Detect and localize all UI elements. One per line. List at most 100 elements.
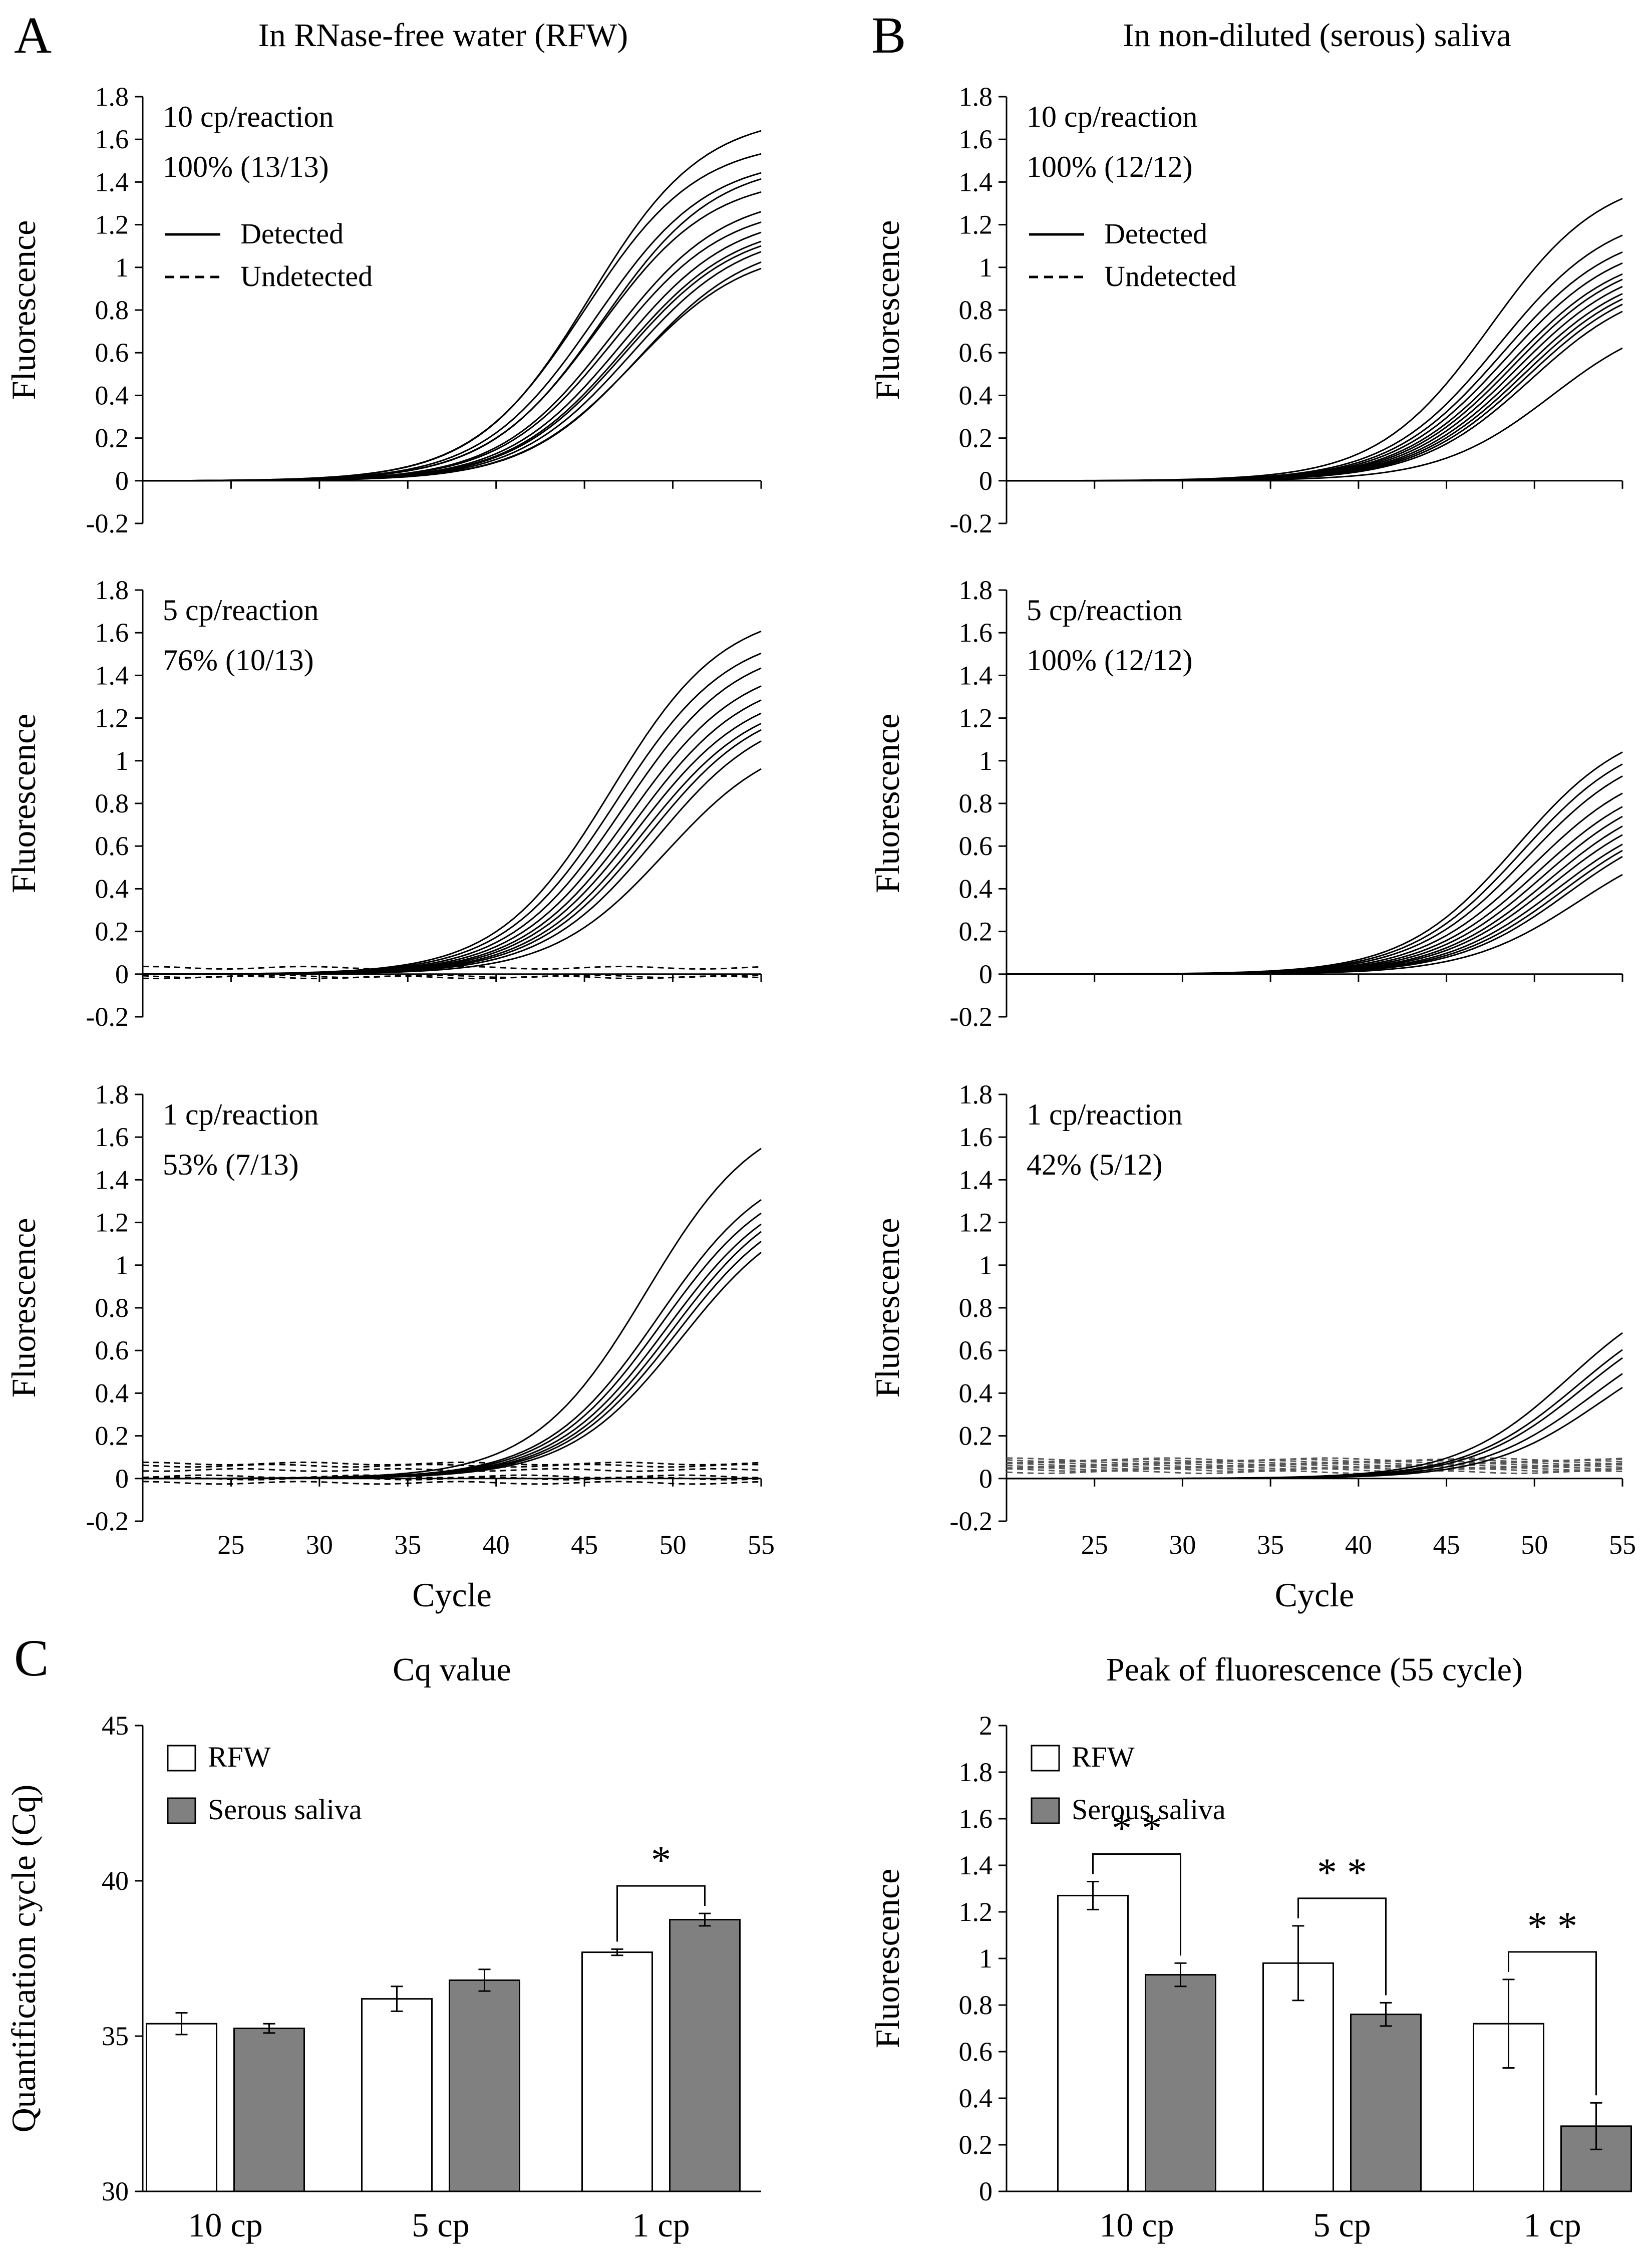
detected-curve xyxy=(1007,1332,1623,1480)
x-tick-label: 25 xyxy=(1081,1530,1108,1560)
detected-curve xyxy=(143,685,762,975)
y-tick-label: 1.8 xyxy=(959,1079,993,1109)
y-axis-title: Fluorescence xyxy=(868,1218,906,1398)
y-tick-label: 0.8 xyxy=(95,788,129,818)
concentration-label: 5 cp/reaction xyxy=(163,594,319,627)
x-tick-label: 50 xyxy=(1521,1530,1548,1560)
detected-curve xyxy=(143,712,762,975)
chart-c-cq-value: Cq value 45 40 35 30 Quantification cycle (Cq… xyxy=(5,1651,761,2244)
legend-label-rfw: RFW xyxy=(1072,1741,1135,1773)
significance-bracket xyxy=(1092,1853,1181,1956)
undetected-curve xyxy=(142,1481,762,1485)
y-tick-label: 0.2 xyxy=(95,1421,129,1451)
detected-curve xyxy=(1007,775,1623,975)
y-tick-label: 0 xyxy=(979,2176,993,2206)
y-tick-label: -0.2 xyxy=(86,1506,129,1536)
detected-curve xyxy=(143,251,762,482)
y-tick-label: 0.8 xyxy=(959,1293,993,1323)
concentration-label: 10 cp/reaction xyxy=(1027,100,1198,133)
y-tick-label: 0.6 xyxy=(95,1335,129,1365)
y-tick-label: 0 xyxy=(115,466,129,496)
legend-label-serous-saliva: Serous saliva xyxy=(208,1793,362,1826)
detected-curve xyxy=(143,261,762,482)
y-tick-label: 1.8 xyxy=(959,575,993,605)
detected-curve xyxy=(1007,850,1623,975)
significance-bracket xyxy=(616,1885,706,1942)
undetected-curve xyxy=(142,1464,762,1468)
detected-curve xyxy=(1007,825,1623,975)
detected-curve xyxy=(143,1241,762,1480)
undetected-curve xyxy=(1006,1468,1623,1472)
x-tick-label: 25 xyxy=(217,1530,244,1560)
undetected-curve xyxy=(1006,1457,1623,1462)
y-tick-label: 1.8 xyxy=(959,82,993,112)
y-tick-label: 45 xyxy=(102,1711,129,1741)
bar-10cp-rfw xyxy=(1057,1894,1129,2192)
chart-title: Cq value xyxy=(393,1651,511,1688)
category-label: 5 cp xyxy=(1313,2206,1371,2244)
y-tick-label: 0.6 xyxy=(95,338,129,368)
y-tick-label: 1 xyxy=(979,252,993,283)
panel-letter-c: C xyxy=(14,1629,49,1687)
detected-curve xyxy=(143,240,762,482)
y-tick-label: -0.2 xyxy=(86,508,129,538)
y-tick-label: 1.8 xyxy=(95,82,129,112)
detected-curve xyxy=(143,667,762,975)
legend-swatch-serous-saliva xyxy=(1031,1797,1060,1824)
y-tick-label: 1.4 xyxy=(95,660,129,690)
y-tick-label: 0.6 xyxy=(959,1335,993,1365)
y-tick-label: 1.6 xyxy=(959,124,993,154)
y-tick-label: 0.8 xyxy=(959,1990,993,2020)
y-tick-label: 1.2 xyxy=(95,703,129,733)
category-label: 5 cp xyxy=(412,2206,469,2244)
y-tick-label: 0.2 xyxy=(959,1421,993,1451)
detected-curve xyxy=(143,1212,762,1480)
y-tick-label: -0.2 xyxy=(86,1002,129,1032)
y-tick-label: 1.6 xyxy=(959,1804,993,1834)
y-tick-label: 0.2 xyxy=(95,917,129,947)
category-label: 10 cp xyxy=(1099,2206,1174,2244)
y-tick-label: 0.8 xyxy=(95,1293,129,1323)
y-tick-label: 1.6 xyxy=(959,1122,993,1152)
undetected-curve xyxy=(142,1474,762,1479)
y-tick-label: 0.4 xyxy=(95,1378,129,1408)
detected-curve xyxy=(143,221,762,482)
y-tick-label: 1 xyxy=(979,1943,993,1974)
legend-detected-label: Detected xyxy=(240,217,344,250)
detected-curve xyxy=(143,768,762,975)
legend-detected-label: Detected xyxy=(1104,217,1207,250)
y-tick-label: 1.4 xyxy=(959,660,993,690)
y-tick-label: 0.2 xyxy=(959,423,993,453)
bar-5cp-serous-saliva xyxy=(1350,2014,1422,2192)
y-tick-label: 0.4 xyxy=(95,380,129,410)
y-tick-label: 0.4 xyxy=(959,874,993,904)
detected-curve xyxy=(143,211,762,482)
y-tick-label: 1.4 xyxy=(95,1165,129,1195)
detected-curve xyxy=(1007,347,1623,482)
detection-rate-label: 53% (7/13) xyxy=(163,1148,299,1181)
y-tick-label: 40 xyxy=(102,1866,129,1896)
y-tick-label: 1.4 xyxy=(959,167,993,197)
legend-undetected-label: Undetected xyxy=(240,260,373,293)
significance-mark: * * xyxy=(1112,1807,1162,1851)
y-tick-label: 0 xyxy=(979,959,993,989)
x-tick-label: 55 xyxy=(748,1530,775,1560)
bar-1cp-rfw xyxy=(581,1951,653,2192)
y-tick-label: 0.8 xyxy=(959,788,993,818)
x-tick-label: 55 xyxy=(1609,1530,1636,1560)
y-tick-label: 0.6 xyxy=(959,338,993,368)
legend-label-serous-saliva: Serous saliva xyxy=(1072,1793,1226,1826)
detected-curve xyxy=(1007,298,1623,482)
y-tick-label: 1.2 xyxy=(95,210,129,240)
detected-curve xyxy=(1007,751,1623,975)
detected-curve xyxy=(1007,273,1623,482)
y-axis-title: Quantification cycle (Cq) xyxy=(5,1785,43,2133)
detected-curve xyxy=(1007,874,1623,975)
y-axis-title: Fluorescence xyxy=(868,220,906,400)
undetected-curve xyxy=(142,1476,762,1481)
detected-curve xyxy=(143,191,762,482)
x-tick-label: 30 xyxy=(1169,1530,1196,1560)
chart-b-10cp: 1.8 1.6 1.4 1.2 1 0.8 0.6 0.4 0.2 0 -0.2 Fluorescen… xyxy=(868,82,1623,538)
y-tick-label: 0.4 xyxy=(959,2083,993,2113)
detected-curve xyxy=(143,1223,762,1480)
